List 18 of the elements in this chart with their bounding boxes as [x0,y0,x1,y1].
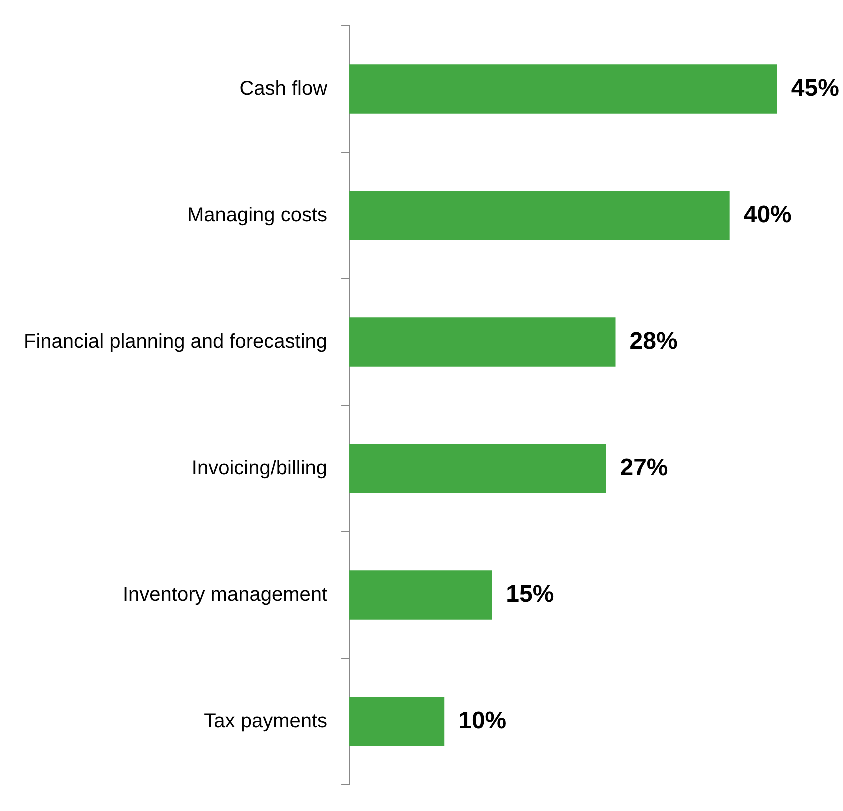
bar [350,444,606,494]
y-tick-label: Managing costs [187,204,328,226]
y-tick-label: Invoicing/billing [192,457,328,480]
data-label: 40% [744,201,792,228]
data-label: 10% [458,707,507,734]
bar [350,697,445,746]
data-label: 28% [630,328,678,355]
data-label: 27% [620,454,668,482]
bar [350,191,730,240]
y-tick-label: Cash flow [240,78,328,100]
data-label: 45% [791,74,840,102]
y-tick-label: Inventory management [122,584,328,606]
y-tick-label: Financial planning and forecasting [24,330,328,353]
bar [350,570,492,620]
data-label: 15% [506,580,554,608]
bar [350,318,616,367]
y-tick-label: Tax payments [204,710,328,732]
bar [350,64,778,114]
